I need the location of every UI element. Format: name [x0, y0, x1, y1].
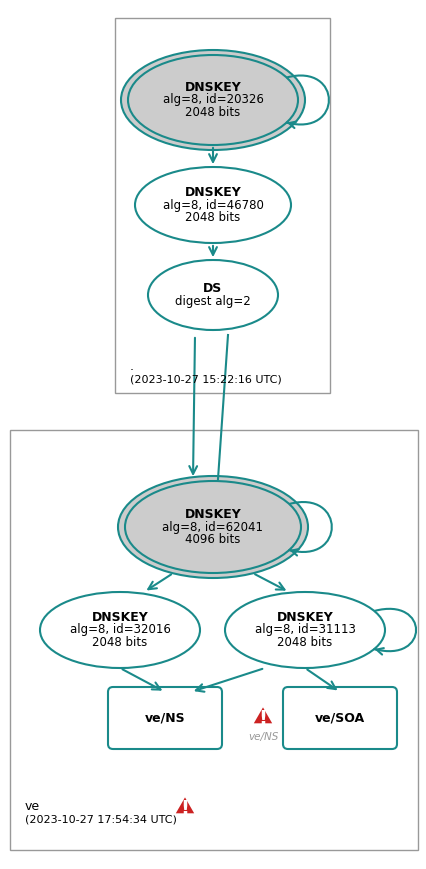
Text: digest alg=2: digest alg=2 [175, 295, 250, 308]
Text: .: . [130, 360, 134, 373]
Text: !: ! [180, 799, 189, 819]
Text: alg=8, id=46780: alg=8, id=46780 [162, 198, 263, 211]
Text: ve/NS: ve/NS [144, 712, 185, 725]
Text: 2048 bits: 2048 bits [185, 106, 240, 119]
Text: 2048 bits: 2048 bits [185, 211, 240, 224]
Ellipse shape [40, 592, 199, 668]
Text: 2048 bits: 2048 bits [92, 636, 147, 649]
Ellipse shape [148, 260, 277, 330]
FancyBboxPatch shape [282, 687, 396, 749]
Ellipse shape [118, 476, 307, 578]
Bar [10, 430, 417, 850]
Ellipse shape [135, 167, 290, 243]
Text: DNSKEY: DNSKEY [92, 611, 148, 624]
Text: !: ! [258, 709, 267, 728]
Ellipse shape [128, 55, 297, 145]
FancyBboxPatch shape [108, 687, 222, 749]
Text: 4096 bits: 4096 bits [185, 533, 240, 546]
Text: (2023-10-27 17:54:34 UTC): (2023-10-27 17:54:34 UTC) [25, 814, 176, 824]
Text: DNSKEY: DNSKEY [184, 507, 241, 521]
Ellipse shape [125, 481, 300, 573]
Text: DNSKEY: DNSKEY [184, 81, 241, 94]
Text: (2023-10-27 15:22:16 UTC): (2023-10-27 15:22:16 UTC) [130, 374, 281, 384]
Ellipse shape [121, 50, 304, 150]
Polygon shape [251, 706, 273, 725]
Text: ve/NS: ve/NS [247, 733, 277, 742]
Text: DNSKEY: DNSKEY [184, 186, 241, 199]
Ellipse shape [225, 592, 384, 668]
Polygon shape [173, 795, 196, 814]
Text: alg=8, id=32016: alg=8, id=32016 [69, 623, 170, 636]
Text: alg=8, id=62041: alg=8, id=62041 [162, 521, 263, 534]
Text: 2048 bits: 2048 bits [277, 636, 332, 649]
Text: alg=8, id=20326: alg=8, id=20326 [162, 94, 263, 107]
Text: DNSKEY: DNSKEY [276, 611, 333, 624]
Text: alg=8, id=31113: alg=8, id=31113 [254, 623, 354, 636]
Text: DS: DS [203, 282, 222, 295]
Bar [115, 18, 329, 393]
Text: ve: ve [25, 800, 40, 813]
Text: ve/SOA: ve/SOA [314, 712, 364, 725]
